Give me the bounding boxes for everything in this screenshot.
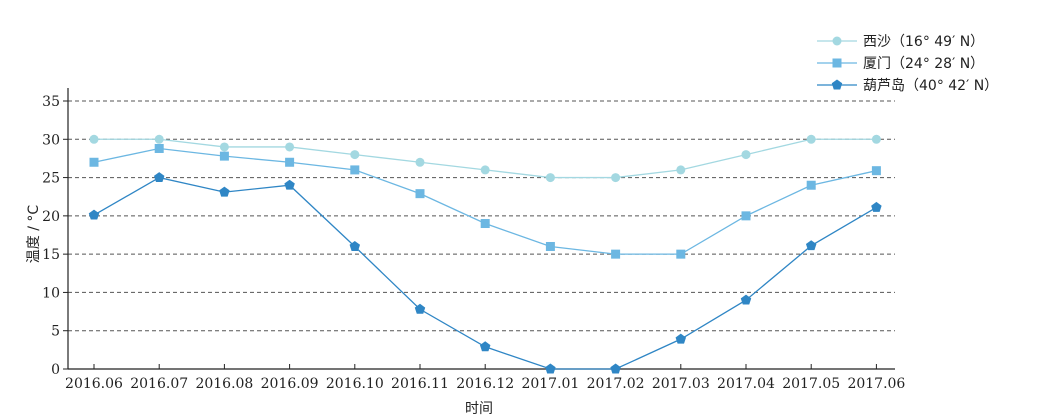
x-tick-label: 2016.10 (326, 376, 384, 392)
data-point (89, 134, 99, 144)
x-tick-label: 2017.05 (782, 376, 840, 392)
grid-lines (68, 100, 895, 332)
series-1 (89, 134, 881, 183)
y-axis-title: 温度 / °C (26, 205, 42, 264)
x-tick-label: 2016.07 (130, 376, 188, 392)
x-tick-label: 2017.06 (847, 376, 905, 392)
data-point (350, 150, 360, 160)
data-point (285, 157, 295, 167)
data-point (415, 157, 425, 167)
x-tick-label: 2017.03 (652, 376, 710, 392)
data-point (285, 142, 295, 152)
data-point (741, 211, 751, 221)
data-point (219, 151, 229, 161)
x-tick-label: 2017.04 (717, 376, 775, 392)
series-group (88, 134, 882, 374)
data-point (611, 173, 621, 183)
data-point (350, 165, 360, 175)
data-point (349, 240, 361, 251)
x-tick-label: 2016.08 (195, 376, 253, 392)
data-point (676, 165, 686, 175)
data-point (805, 240, 817, 251)
data-point (219, 186, 230, 197)
x-tick-labels: 2016.06 2016.07 2016.08 2016.09 2016.10 2016.… (65, 376, 905, 392)
y-tick-label: 20 (42, 209, 60, 225)
y-tick-label: 25 (42, 171, 60, 187)
data-point (414, 303, 426, 314)
data-point (284, 179, 295, 190)
legend-marker (832, 58, 842, 68)
legend-label: 西沙（16° 49′ N） (863, 34, 984, 50)
data-point (219, 142, 229, 152)
data-point (871, 201, 882, 212)
data-point (480, 165, 490, 175)
series-line (93, 176, 877, 370)
data-point (154, 143, 164, 153)
x-axis-title: 时间 (465, 401, 493, 417)
x-tick-label: 2016.12 (456, 376, 514, 392)
legend-marker (831, 79, 843, 90)
data-point (154, 134, 164, 144)
data-point (88, 209, 100, 220)
data-point (545, 173, 555, 183)
series-3 (88, 172, 882, 374)
series-line (93, 147, 877, 255)
data-point (153, 172, 165, 183)
y-tick-label: 35 (42, 94, 60, 110)
data-point (871, 134, 881, 144)
x-tick-label: 2016.09 (261, 376, 319, 392)
legend: 西沙（16° 49′ N） 厦门（24° 28′ N） 葫芦岛（40° 42′ N） (817, 34, 998, 94)
data-point (545, 241, 555, 251)
data-point (89, 157, 99, 167)
series-2 (89, 143, 881, 259)
x-tick-label: 2016.06 (65, 376, 123, 392)
y-tick-label: 0 (51, 362, 60, 378)
legend-label: 葫芦岛（40° 42′ N） (863, 78, 998, 94)
y-tick-label: 10 (42, 285, 60, 301)
x-tick-label: 2017.01 (521, 376, 579, 392)
data-point (806, 180, 816, 190)
x-tick-label: 2016.11 (391, 376, 449, 392)
data-point (741, 150, 751, 160)
legend-marker (832, 36, 842, 46)
y-tick-label: 30 (42, 132, 60, 148)
y-tick-labels: 0 5 10 15 20 25 30 35 (42, 94, 60, 378)
data-point (479, 341, 491, 352)
data-point (480, 219, 490, 229)
y-tick-label: 15 (42, 247, 60, 263)
data-point (611, 249, 621, 259)
data-point (806, 134, 816, 144)
axes (63, 88, 895, 370)
data-point (610, 363, 621, 374)
x-tick-label: 2017.02 (587, 376, 645, 392)
data-point (675, 333, 687, 344)
data-point (415, 189, 425, 199)
y-tick-label: 5 (51, 324, 60, 340)
data-point (740, 294, 752, 305)
legend-label: 厦门（24° 28′ N） (863, 56, 984, 72)
data-point (871, 166, 881, 176)
data-point (676, 249, 686, 259)
data-point (545, 363, 556, 374)
